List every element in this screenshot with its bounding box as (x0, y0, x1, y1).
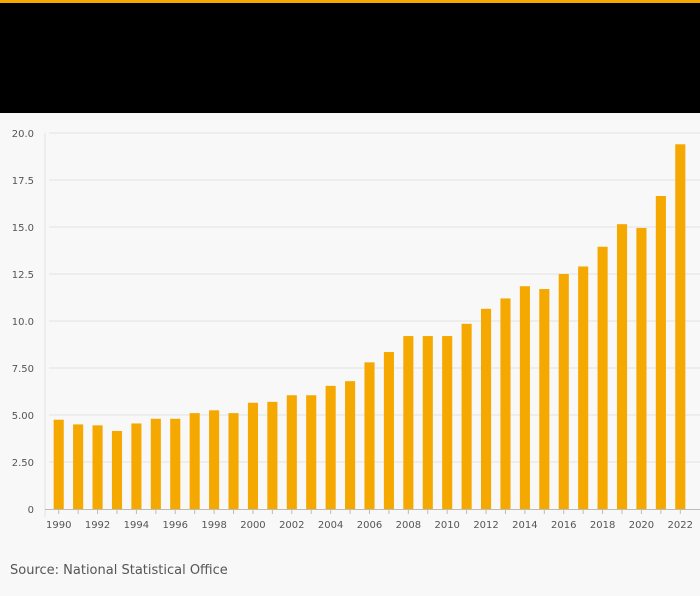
bar-2003 (306, 395, 317, 509)
bar-2000 (247, 402, 259, 509)
header-band (0, 3, 700, 113)
bar-2012 (480, 308, 492, 509)
bar-1995 (150, 418, 161, 509)
accent-bar (0, 0, 700, 3)
x-tick-label: 2004 (318, 520, 343, 531)
x-tick-label: 1998 (201, 520, 226, 531)
y-tick-label: 12.5 (12, 270, 34, 281)
y-tick-label: 17.5 (12, 176, 34, 187)
bar-1999 (228, 413, 239, 509)
bar-2020 (636, 227, 647, 509)
x-tick-label: 1996 (163, 520, 188, 531)
bar-2009 (422, 336, 433, 509)
y-tick-label: 20.0 (12, 129, 34, 140)
x-tick-label: 2010 (434, 520, 459, 531)
x-tick-label: 2018 (590, 520, 615, 531)
bar-2019 (616, 224, 628, 509)
bar-2013 (500, 298, 511, 509)
chart-area: 0 2.50 5.00 7.50 10.0 12.5 15.0 17.5 20.0 1990 199… (0, 113, 700, 543)
bar-1996 (170, 418, 181, 509)
x-tick-label: 2020 (629, 520, 654, 531)
bar-2010 (442, 336, 453, 509)
bar-2015 (539, 289, 550, 509)
bar-1990 (53, 419, 64, 509)
bar-2001 (267, 401, 278, 509)
bar-1994 (131, 423, 142, 509)
bar-1998 (209, 410, 220, 509)
source-note: Source: National Statistical Office (10, 563, 228, 578)
bar-2007 (383, 352, 394, 509)
bar-2022 (675, 144, 686, 509)
bar-2016 (558, 274, 569, 509)
x-tick-label: 2000 (240, 520, 265, 531)
x-tick-label: 2014 (512, 520, 537, 531)
bar-2017 (578, 266, 589, 509)
x-tick-label: 2006 (357, 520, 382, 531)
bar-2005 (345, 381, 356, 509)
bar-2006 (364, 362, 375, 509)
x-tick-label: 2012 (473, 520, 498, 531)
bar-2011 (461, 323, 472, 509)
y-tick-label: 0 (28, 505, 34, 516)
y-tick-label: 5.00 (12, 411, 34, 422)
x-tick-label: 1994 (124, 520, 149, 531)
y-tick-label: 10.0 (12, 317, 34, 328)
y-tick-label: 15.0 (12, 223, 34, 234)
x-tick-label: 2008 (396, 520, 421, 531)
bar-2002 (286, 395, 297, 509)
x-tick-label: 2022 (668, 520, 693, 531)
x-tick-label: 1990 (46, 520, 71, 531)
bar-1991 (73, 424, 84, 509)
bar-chart: 0 2.50 5.00 7.50 10.0 12.5 15.0 17.5 20.0 1990 199… (12, 129, 700, 531)
bar-2014 (519, 286, 530, 509)
x-tick-label: 2016 (551, 520, 576, 531)
x-tick-label: 2002 (279, 520, 304, 531)
bar-2021 (655, 195, 666, 509)
y-tick-label: 7.50 (12, 364, 34, 375)
bar-1993 (111, 430, 123, 509)
y-tick-label: 2.50 (12, 458, 34, 469)
bar-1997 (189, 413, 200, 509)
bar-2004 (325, 385, 336, 509)
bar-2018 (597, 246, 608, 510)
bar-1992 (92, 425, 103, 509)
bar-2008 (403, 336, 414, 509)
x-tick-label: 1992 (85, 520, 110, 531)
